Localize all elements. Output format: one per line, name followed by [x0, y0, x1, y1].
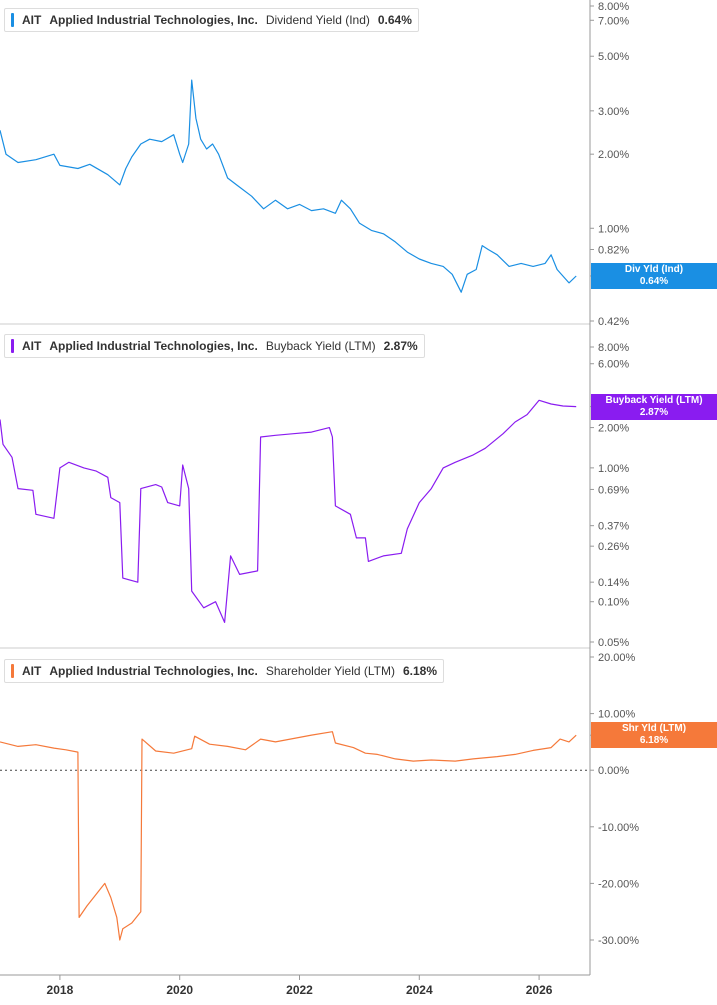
legend-value: 0.64%: [377, 13, 412, 27]
y-tick-label: 0.37%: [598, 521, 629, 533]
y-tick-label: 0.14%: [598, 577, 629, 589]
y-tick-label: 3.00%: [598, 106, 629, 118]
legend-metric: Dividend Yield (Ind): [265, 13, 370, 27]
y-tick-label: 0.82%: [598, 244, 629, 256]
y-tick-label: 7.00%: [598, 15, 629, 27]
x-tick-label: 2026: [526, 983, 553, 997]
y-tick-label: 20.00%: [598, 652, 636, 664]
x-tick-label: 2018: [47, 983, 74, 997]
legend-ticker: AIT: [22, 664, 42, 678]
badge-label: Shr Yld (LTM): [621, 723, 687, 734]
legend-value: 6.18%: [402, 664, 438, 678]
badge-shareholder: Shr Yld (LTM) 6.18%: [591, 722, 717, 748]
y-tick-label: 10.00%: [598, 709, 636, 721]
legend-swatch: [11, 664, 14, 678]
legend-value: 2.87%: [383, 339, 418, 353]
series-line: [0, 731, 577, 941]
series-line: [0, 399, 577, 623]
x-tick-label: 2024: [406, 983, 433, 997]
badge-buyback: Buyback Yield (LTM) 2.87%: [591, 394, 717, 420]
legend-company: Applied Industrial Technologies, Inc.: [49, 13, 258, 27]
legend-metric: Buyback Yield (LTM): [265, 339, 376, 353]
y-tick-label: -10.00%: [598, 822, 639, 834]
y-tick-label: 2.00%: [598, 149, 629, 161]
x-tick-label: 2020: [166, 983, 193, 997]
x-tick-label: 2022: [286, 983, 313, 997]
y-tick-label: 0.10%: [598, 597, 629, 609]
series-line: [0, 79, 577, 293]
y-tick-label: 2.00%: [598, 423, 629, 435]
badge-value: 2.87%: [639, 407, 669, 418]
legend-metric: Shareholder Yield (LTM): [265, 664, 395, 678]
y-tick-label: 1.00%: [598, 463, 629, 475]
y-tick-label: 0.05%: [598, 637, 629, 649]
y-tick-label: 0.69%: [598, 484, 629, 496]
legend-dividend: AIT Applied Industrial Technologies, Inc…: [4, 8, 419, 32]
legend-company: Applied Industrial Technologies, Inc.: [49, 664, 258, 678]
legend-shareholder: AIT Applied Industrial Technologies, Inc…: [4, 659, 445, 683]
legend-company: Applied Industrial Technologies, Inc.: [49, 339, 258, 353]
y-tick-label: 8.00%: [598, 342, 629, 354]
y-tick-label: -30.00%: [598, 935, 639, 947]
y-tick-label: 0.26%: [598, 541, 629, 553]
legend-ticker: AIT: [22, 13, 42, 27]
y-tick-label: 1.00%: [598, 223, 629, 235]
legend-buyback: AIT Applied Industrial Technologies, Inc…: [4, 334, 425, 358]
y-tick-label: 0.00%: [598, 765, 629, 777]
y-tick-label: 8.00%: [598, 1, 629, 13]
badge-value: 0.64%: [639, 276, 669, 287]
y-tick-label: 5.00%: [598, 51, 629, 63]
badge-label: Buyback Yield (LTM): [605, 395, 703, 406]
badge-dividend: Div Yld (Ind) 0.64%: [591, 263, 717, 289]
y-tick-label: 6.00%: [598, 359, 629, 371]
y-tick-label: 0.42%: [598, 316, 629, 328]
legend-swatch: [11, 13, 14, 27]
y-tick-label: -20.00%: [598, 878, 639, 890]
badge-value: 6.18%: [639, 735, 669, 746]
legend-ticker: AIT: [22, 339, 42, 353]
legend-swatch: [11, 339, 14, 353]
badge-label: Div Yld (Ind): [624, 264, 684, 275]
